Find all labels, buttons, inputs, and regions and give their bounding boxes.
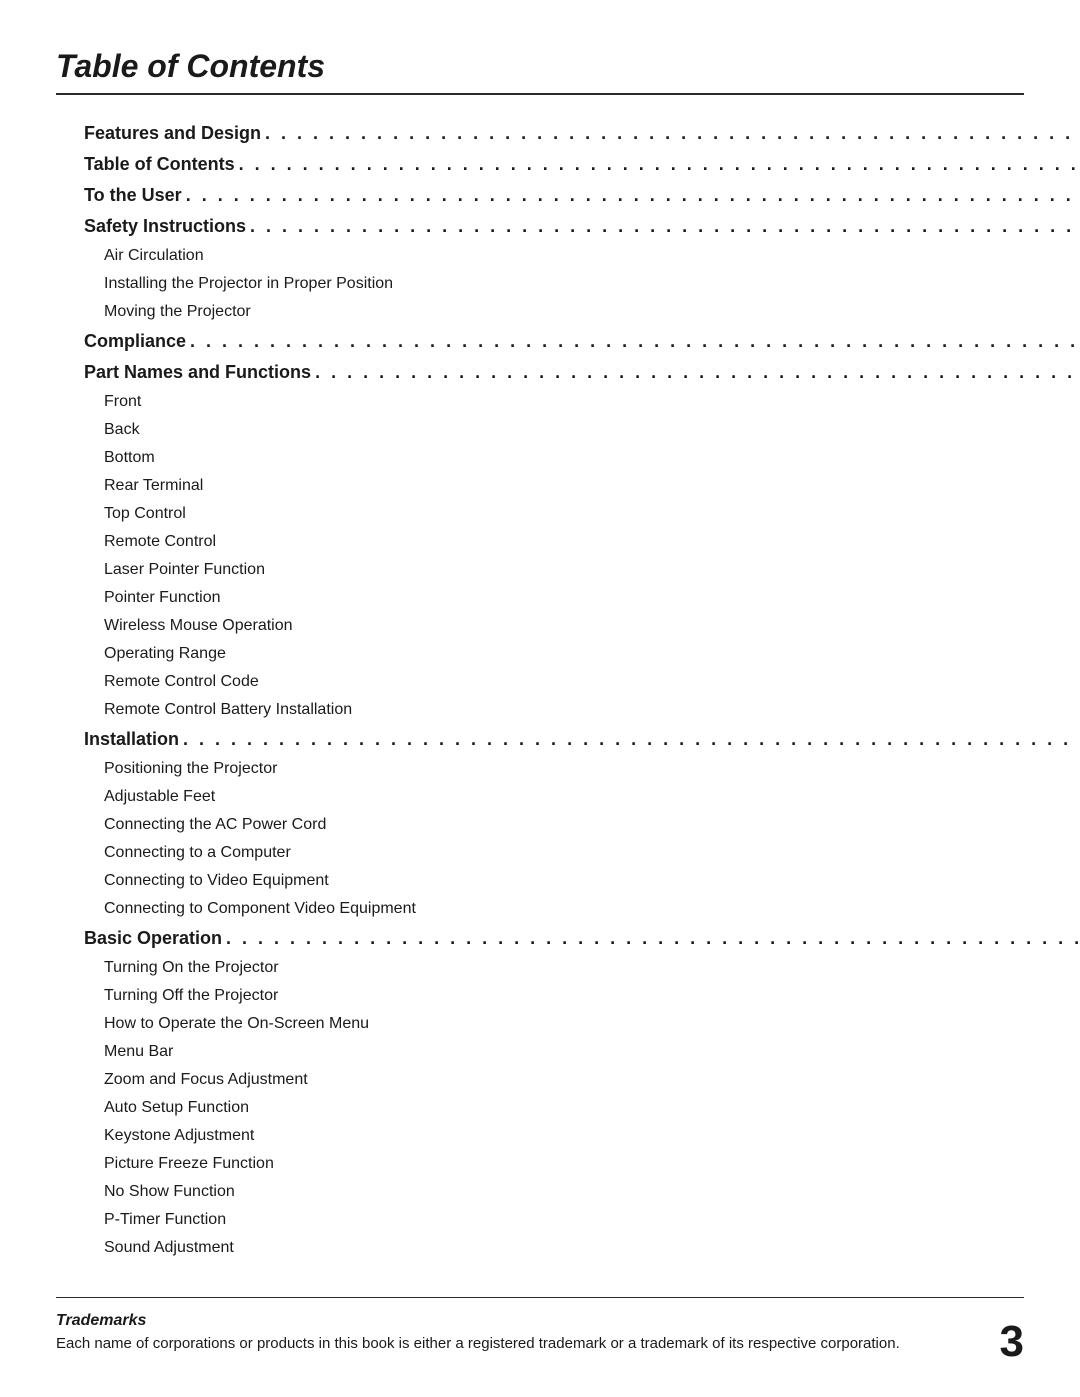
toc-subitem: Laser Pointer Function12 [56, 561, 1080, 579]
toc-subitem-label: Positioning the Projector [104, 760, 1080, 778]
toc-left-column: Features and Design . . . . . . . . . . … [56, 113, 1080, 1257]
toc-subitem: Picture Freeze Function25 [56, 1155, 1080, 1173]
toc-subitem-label: Keystone Adjustment [104, 1127, 1080, 1145]
page-number: 3 [1000, 1317, 1024, 1367]
trademark-heading: Trademarks [56, 1312, 1024, 1330]
dot-leader: . . . . . . . . . . . . . . . . . . . . … [261, 123, 1080, 144]
toc-subitem-label: Remote Control Battery Installation [104, 701, 1080, 719]
toc-subitem: Installing the Projector in Proper Posit… [56, 275, 1080, 293]
toc-subitem: Back8 [56, 421, 1080, 439]
toc-subitem-label: Turning Off the Projector [104, 987, 1080, 1005]
toc-subitem: Adjustable Feet15 [56, 788, 1080, 806]
dot-leader: . . . . . . . . . . . . . . . . . . . . … [222, 928, 1080, 949]
toc-subitem-label: Auto Setup Function [104, 1099, 1080, 1117]
toc-subitem: Turning Off the Projector21 [56, 987, 1080, 1005]
dot-leader: . . . . . . . . . . . . . . . . . . . . … [235, 154, 1080, 175]
toc-section-label: Safety Instructions [84, 216, 246, 237]
toc-subitem-label: Front [104, 393, 1080, 411]
toc-subitem-label: Connecting to a Computer [104, 844, 1080, 862]
toc-subitem: Sound Adjustment26 [56, 1239, 1080, 1257]
toc-subitem-label: Adjustable Feet [104, 788, 1080, 806]
toc-subitem: Front8 [56, 393, 1080, 411]
page-title: Table of Contents [56, 48, 1024, 85]
toc-subitem-label: Back [104, 421, 1080, 439]
toc-subitem-label: Picture Freeze Function [104, 1155, 1080, 1173]
footer-divider [56, 1297, 1024, 1298]
toc-section-label: Features and Design [84, 123, 261, 144]
toc-subitem-label: Installing the Projector in Proper Posit… [104, 275, 1080, 293]
toc-subitem: Connecting to Component Video Equipment1… [56, 900, 1080, 918]
toc-subitem-label: Menu Bar [104, 1043, 1080, 1061]
toc-columns: Features and Design . . . . . . . . . . … [56, 113, 1024, 1257]
toc-section: To the User . . . . . . . . . . . . . . … [56, 185, 1080, 206]
toc-subitem-label: Connecting the AC Power Cord [104, 816, 1080, 834]
dot-leader: . . . . . . . . . . . . . . . . . . . . … [246, 216, 1080, 237]
toc-subitem-label: Rear Terminal [104, 477, 1080, 495]
toc-subitem: How to Operate the On-Screen Menu22 [56, 1015, 1080, 1033]
toc-subitem-label: How to Operate the On-Screen Menu [104, 1015, 1080, 1033]
dot-leader: . . . . . . . . . . . . . . . . . . . . … [179, 729, 1080, 750]
toc-section-label: Part Names and Functions [84, 362, 311, 383]
toc-subitem: Rear Terminal9 [56, 477, 1080, 495]
toc-subitem-label: Pointer Function [104, 589, 1080, 607]
toc-subitem: Connecting to a Computer17 [56, 844, 1080, 862]
toc-section-label: To the User [84, 185, 182, 206]
toc-subitem-label: Zoom and Focus Adjustment [104, 1071, 1080, 1089]
toc-subitem-label: Top Control [104, 505, 1080, 523]
toc-subitem-label: P-Timer Function [104, 1211, 1080, 1229]
dot-leader: . . . . . . . . . . . . . . . . . . . . … [182, 185, 1080, 206]
toc-subitem-label: Connecting to Video Equipment [104, 872, 1080, 890]
toc-subitem: Connecting to Video Equipment18 [56, 872, 1080, 890]
toc-subitem: Menu Bar23 [56, 1043, 1080, 1061]
toc-subitem-label: Connecting to Component Video Equipment [104, 900, 1080, 918]
toc-subitem-label: Remote Control Code [104, 673, 1080, 691]
toc-subitem: Keystone Adjustment25 [56, 1127, 1080, 1145]
toc-subitem-label: Operating Range [104, 645, 1080, 663]
document-page: Table of Contents Features and Design . … [0, 0, 1080, 1397]
title-divider [56, 93, 1024, 95]
toc-section: Safety Instructions . . . . . . . . . . … [56, 216, 1080, 237]
toc-subitem: Bottom8 [56, 449, 1080, 467]
toc-subitem-label: Sound Adjustment [104, 1239, 1080, 1257]
toc-subitem: Top Control10 [56, 505, 1080, 523]
toc-subitem: Connecting the AC Power Cord16 [56, 816, 1080, 834]
toc-subitem: Remote Control Code14 [56, 673, 1080, 691]
toc-subitem: No Show Function25 [56, 1183, 1080, 1201]
toc-subitem: Turning On the Projector20 [56, 959, 1080, 977]
toc-subitem-label: Bottom [104, 449, 1080, 467]
dot-leader: . . . . . . . . . . . . . . . . . . . . … [186, 331, 1080, 352]
toc-subitem-label: Wireless Mouse Operation [104, 617, 1080, 635]
toc-section-label: Compliance [84, 331, 186, 352]
trademark-body: Each name of corporations or products in… [56, 1334, 1024, 1354]
toc-section: Basic Operation . . . . . . . . . . . . … [56, 928, 1080, 949]
toc-subitem: Auto Setup Function24 [56, 1099, 1080, 1117]
toc-section-label: Table of Contents [84, 154, 235, 175]
toc-section: Compliance . . . . . . . . . . . . . . .… [56, 331, 1080, 352]
toc-subitem: Remote Control Battery Installation14 [56, 701, 1080, 719]
toc-subitem: Remote Control11 [56, 533, 1080, 551]
toc-section-label: Installation [84, 729, 179, 750]
toc-subitem: Operating Range13 [56, 645, 1080, 663]
toc-subitem-label: Laser Pointer Function [104, 561, 1080, 579]
toc-subitem: Positioning the Projector15 [56, 760, 1080, 778]
toc-section-label: Basic Operation [84, 928, 222, 949]
toc-subitem: Pointer Function12 [56, 589, 1080, 607]
toc-subitem: Wireless Mouse Operation13 [56, 617, 1080, 635]
toc-section: Installation . . . . . . . . . . . . . .… [56, 729, 1080, 750]
toc-subitem-label: Air Circulation [104, 247, 1080, 265]
toc-section: Table of Contents . . . . . . . . . . . … [56, 154, 1080, 175]
toc-subitem-label: No Show Function [104, 1183, 1080, 1201]
toc-section: Part Names and Functions . . . . . . . .… [56, 362, 1080, 383]
toc-subitem-label: Moving the Projector [104, 303, 1080, 321]
toc-subitem: Air Circulation6 [56, 247, 1080, 265]
toc-subitem: Moving the Projector6 [56, 303, 1080, 321]
toc-section: Features and Design . . . . . . . . . . … [56, 123, 1080, 144]
toc-subitem: Zoom and Focus Adjustment24 [56, 1071, 1080, 1089]
toc-subitem-label: Turning On the Projector [104, 959, 1080, 977]
toc-subitem-label: Remote Control [104, 533, 1080, 551]
toc-subitem: P-Timer Function26 [56, 1211, 1080, 1229]
dot-leader: . . . . . . . . . . . . . . . . . . . . … [311, 362, 1080, 383]
